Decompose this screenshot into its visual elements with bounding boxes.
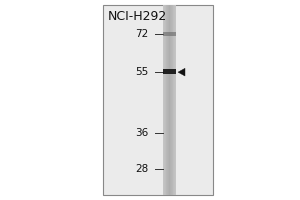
Bar bbox=[163, 32, 176, 36]
Bar bbox=[103, 5, 213, 195]
Polygon shape bbox=[178, 68, 185, 76]
Bar bbox=[167, 5, 168, 195]
Bar bbox=[163, 69, 176, 74]
Text: 72: 72 bbox=[135, 29, 148, 39]
Bar bbox=[175, 5, 176, 195]
Text: 55: 55 bbox=[135, 67, 148, 77]
Text: 36: 36 bbox=[135, 128, 148, 138]
Bar bbox=[172, 5, 173, 195]
Bar bbox=[169, 5, 170, 195]
Bar bbox=[164, 5, 165, 195]
Text: NCI-H292: NCI-H292 bbox=[108, 10, 167, 23]
Bar bbox=[171, 5, 172, 195]
Bar bbox=[163, 5, 164, 195]
Text: 28: 28 bbox=[135, 164, 148, 174]
Bar bbox=[174, 5, 175, 195]
Bar bbox=[173, 5, 174, 195]
Bar bbox=[165, 5, 166, 195]
Bar bbox=[169, 5, 170, 195]
Bar bbox=[170, 5, 171, 195]
Bar bbox=[168, 5, 169, 195]
